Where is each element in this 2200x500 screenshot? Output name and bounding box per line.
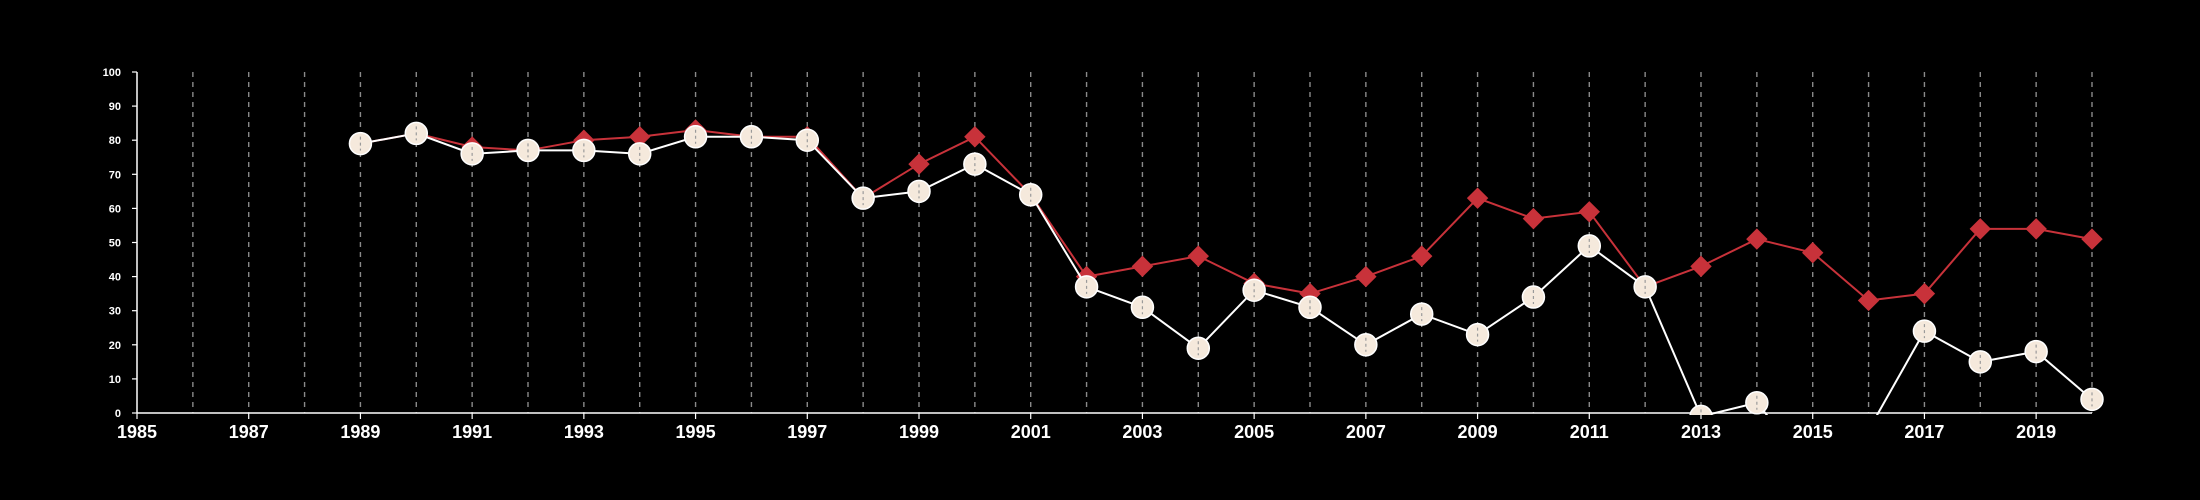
y-tick-label: 0	[115, 408, 121, 420]
x-tick-label: 1991	[452, 422, 492, 442]
x-tick-label: 1985	[117, 422, 157, 442]
data-point	[1913, 282, 1936, 305]
y-tick-label: 90	[109, 101, 121, 113]
x-tick-label: 1993	[564, 422, 604, 442]
data-point	[1131, 255, 1154, 278]
data-point	[964, 126, 986, 148]
y-tick-label: 10	[109, 374, 121, 386]
data-point	[1466, 187, 1489, 209]
axes: 0 10 20 30 40 50 60 70 80 90 100 1985 1987 1989 1991 19…	[103, 67, 2092, 442]
series-group	[348, 119, 2104, 415]
x-tick-label: 1999	[899, 422, 939, 442]
data-point	[908, 153, 930, 175]
y-tick-label: 100	[103, 67, 121, 79]
x-tick-label: 2009	[1458, 422, 1498, 442]
x-tick-label: 1995	[676, 422, 716, 442]
x-tick-label: 2001	[1011, 422, 1051, 442]
data-point	[1355, 265, 1377, 288]
data-point	[1802, 242, 1824, 264]
data-point	[1411, 245, 1433, 267]
data-point	[1746, 228, 1768, 250]
x-tick-label: 2003	[1122, 422, 1162, 442]
data-point	[1690, 255, 1712, 278]
x-tick-label: 1997	[787, 422, 827, 442]
data-point	[2081, 228, 2103, 250]
x-tick-label: 1989	[340, 422, 380, 442]
data-point	[2025, 218, 2047, 240]
x-tick-label: 1987	[229, 422, 269, 442]
x-tick-label: 2013	[1681, 422, 1721, 442]
x-tick-label: 2005	[1234, 422, 1274, 442]
x-tick-label: 2017	[1904, 422, 1944, 442]
x-tick-label: 2015	[1793, 422, 1833, 442]
y-tick-label: 50	[109, 238, 121, 250]
data-point	[1857, 289, 1880, 312]
y-tick-label: 20	[109, 340, 121, 352]
x-tick-label: 2011	[1570, 422, 1609, 442]
x-tick-label: 2007	[1346, 422, 1386, 442]
data-point	[1187, 245, 1209, 267]
y-tick-label: 40	[109, 272, 121, 284]
y-tick-label: 30	[109, 306, 121, 318]
y-tick-label: 60	[109, 203, 121, 215]
data-point	[1522, 207, 1545, 230]
y-tick-label: 70	[109, 169, 121, 181]
x-tick-label: 2019	[2016, 422, 2056, 442]
y-tick-label: 80	[109, 135, 121, 147]
data-point	[1969, 218, 1991, 240]
data-point	[1578, 201, 1600, 223]
series-circle	[348, 121, 2104, 415]
